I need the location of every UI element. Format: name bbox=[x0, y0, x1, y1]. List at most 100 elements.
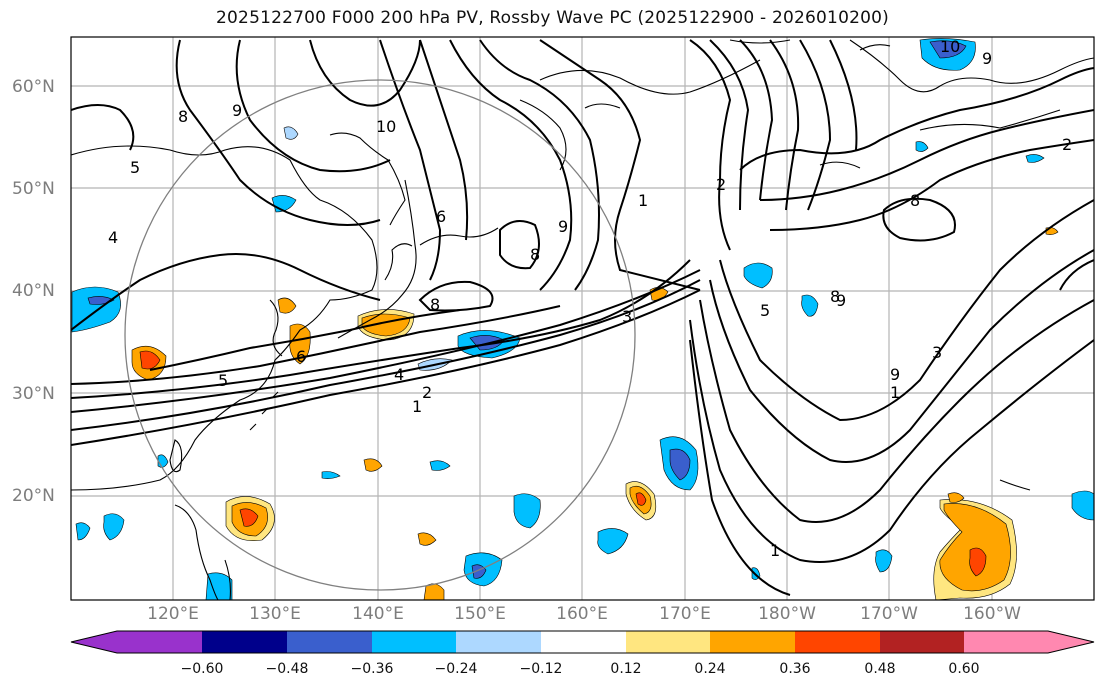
lon-label-150e: 150°E bbox=[454, 604, 506, 624]
contour-label: 8 bbox=[430, 295, 440, 314]
lon-label-140e: 140°E bbox=[352, 604, 404, 624]
contour-label: 2 bbox=[1062, 135, 1072, 154]
map-frame bbox=[70, 36, 1095, 601]
pv-contours bbox=[71, 39, 1094, 596]
anomaly-patch-neg bbox=[597, 528, 629, 555]
colorbar-tick-label: −0.36 bbox=[350, 661, 394, 677]
anomaly-patch-neg bbox=[321, 471, 341, 479]
contour-label: 9 bbox=[890, 365, 900, 384]
lon-label-120e: 120°E bbox=[147, 604, 199, 624]
anomaly-patch-neg bbox=[875, 549, 893, 573]
contour-labels: 10 9 8 5 4 9 6 8 9 1 2 3 5 4 2 1 8 10 9 … bbox=[108, 37, 1072, 560]
contour-label: 9 bbox=[982, 49, 992, 68]
lon-label-170w: 170°W bbox=[860, 604, 918, 624]
colorbar-tick-label: −0.48 bbox=[265, 661, 309, 677]
colorbar-segment bbox=[964, 631, 1094, 653]
contour-label: 4 bbox=[394, 365, 404, 384]
contour-label: 5 bbox=[130, 158, 140, 177]
lat-label-40n: 40°N bbox=[12, 281, 55, 301]
lon-label-180w: 180°W bbox=[758, 604, 816, 624]
colorbar-tick-label: 0.24 bbox=[694, 661, 726, 677]
colorbar-tick-label: 0.60 bbox=[948, 661, 980, 677]
anomaly-patch-pos bbox=[939, 503, 1011, 592]
colorbar-segment bbox=[710, 631, 795, 653]
contour-label: 1 bbox=[890, 383, 900, 402]
anomaly-patch-neg bbox=[75, 522, 91, 541]
colorbar-segment bbox=[71, 631, 117, 653]
anomaly-shading bbox=[71, 38, 1094, 600]
contour-label: 5 bbox=[218, 371, 228, 390]
colorbar-segment bbox=[287, 631, 372, 653]
anomaly-patch-neg bbox=[429, 460, 451, 471]
colorbar-segment bbox=[626, 631, 710, 653]
contour-label: 1 bbox=[638, 191, 648, 210]
anomaly-patch-neg bbox=[103, 513, 125, 541]
colorbar-tick-label: −0.12 bbox=[519, 661, 563, 677]
lat-label-60n: 60°N bbox=[12, 77, 55, 97]
contour-label: 1 bbox=[770, 541, 780, 560]
contour-label: 8 bbox=[530, 245, 540, 264]
contour-label: 10 bbox=[376, 117, 396, 136]
lat-label-50n: 50°N bbox=[12, 179, 55, 199]
colorbar-segment bbox=[795, 631, 880, 653]
contour-label: 2 bbox=[422, 383, 432, 402]
lat-label-20n: 20°N bbox=[12, 486, 55, 506]
contour-label: 8 bbox=[910, 191, 920, 210]
colorbar-segment bbox=[372, 631, 456, 653]
contour-label: 10 bbox=[940, 37, 960, 56]
contour-label: 3 bbox=[932, 343, 942, 362]
lon-label-170e: 170°E bbox=[659, 604, 711, 624]
anomaly-patch-pos bbox=[139, 350, 161, 370]
lon-label-130e: 130°E bbox=[249, 604, 301, 624]
contour-label: 8 bbox=[830, 287, 840, 306]
contour-label: 5 bbox=[760, 301, 770, 320]
contour-label: 4 bbox=[108, 228, 118, 247]
contour-label: 8 bbox=[178, 107, 188, 126]
lon-label-160e: 160°E bbox=[556, 604, 608, 624]
contour-label: 9 bbox=[558, 217, 568, 236]
anomaly-patch-neg bbox=[271, 195, 297, 213]
anomaly-patch-pos bbox=[277, 297, 297, 314]
gridlines bbox=[71, 37, 1094, 600]
colorbar-tick-label: −0.24 bbox=[434, 661, 478, 677]
colorbar-tick-label: 0.48 bbox=[864, 661, 896, 677]
colorbar-segment bbox=[117, 631, 202, 653]
anomaly-patch-neg bbox=[205, 572, 233, 600]
anomaly-patch-neg bbox=[157, 454, 169, 468]
anomaly-patch-pos bbox=[417, 532, 437, 546]
anomaly-patch-neg bbox=[513, 493, 541, 529]
colorbar bbox=[70, 630, 1095, 654]
colorbar-segment bbox=[541, 631, 626, 653]
anomaly-patch-pos bbox=[947, 492, 965, 503]
anomaly-patch-pos bbox=[289, 323, 311, 365]
contour-label: 9 bbox=[836, 291, 846, 310]
lon-label-160w: 160°W bbox=[963, 604, 1021, 624]
lat-label-30n: 30°N bbox=[12, 384, 55, 404]
anomaly-patch-pos bbox=[239, 508, 259, 527]
contour-label: 2 bbox=[716, 175, 726, 194]
reference-circle bbox=[124, 79, 636, 591]
colorbar-segment bbox=[456, 631, 541, 653]
anomaly-patch-neg bbox=[743, 262, 773, 289]
colorbar-segment bbox=[202, 631, 287, 653]
anomaly-patch-neg bbox=[283, 126, 299, 140]
colorbar-tick-label: 0.36 bbox=[779, 661, 811, 677]
colorbar-tick-label: −0.60 bbox=[180, 661, 224, 677]
anomaly-patch-neg bbox=[669, 448, 691, 481]
anomaly-patch-neg bbox=[801, 294, 819, 317]
anomaly-patch-neg bbox=[71, 286, 121, 333]
contour-label: 6 bbox=[296, 347, 306, 366]
contour-label: 9 bbox=[232, 101, 242, 120]
anomaly-patch-pos bbox=[423, 583, 445, 600]
contour-label: 3 bbox=[622, 307, 632, 326]
anomaly-patch-neg bbox=[915, 141, 929, 152]
contour-label: 1 bbox=[412, 397, 422, 416]
colorbar-outline bbox=[70, 630, 1095, 654]
anomaly-patch-pos bbox=[363, 458, 383, 472]
contour-label: 6 bbox=[436, 207, 446, 226]
anomaly-patch-neg bbox=[1025, 154, 1045, 163]
anomaly-patch-neg bbox=[929, 40, 967, 59]
anomaly-patch-pos bbox=[635, 492, 647, 506]
colorbar-segment bbox=[880, 631, 964, 653]
